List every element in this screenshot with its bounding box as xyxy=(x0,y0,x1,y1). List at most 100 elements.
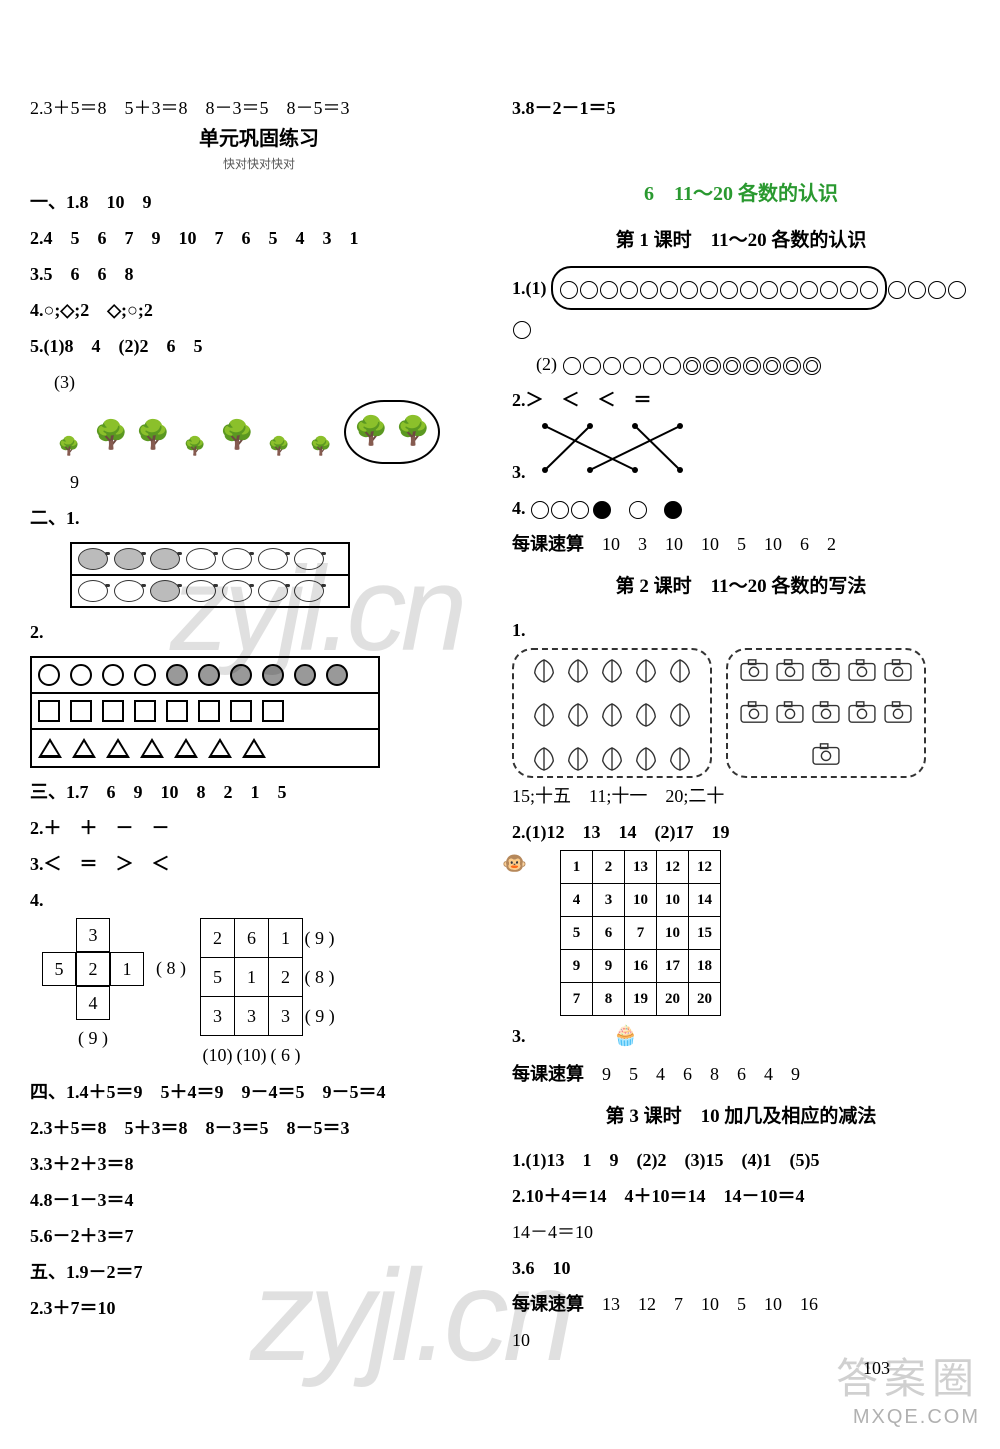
camera-icon xyxy=(847,700,877,736)
answer-text: 四、1.4＋5＝9 5＋4＝9 9－4＝5 9－5＝4 xyxy=(30,1082,386,1102)
puzzle-row: 3 5 2 1 ( 8 ) 4 ( 9 ) 261( 9 ) 512( 8 ) … xyxy=(30,918,488,1074)
triangle-icon xyxy=(38,738,62,758)
answer-text: 15;十五 11;十一 20;二十 xyxy=(512,778,970,814)
text-line: 2.10＋4＝14 4＋10＝14 14－10＝4 xyxy=(512,1178,970,1214)
grid-cell: 8 xyxy=(593,983,625,1016)
answer-text: 一、1.8 10 9 xyxy=(30,192,152,212)
cell: 3 xyxy=(269,997,303,1036)
lemon-grid xyxy=(70,542,350,608)
answer-text: 2.4 5 6 7 9 10 7 6 5 4 3 1 xyxy=(30,228,359,248)
label: 4. xyxy=(30,890,44,910)
circle-icon xyxy=(783,357,801,375)
lesson-title: 第 2 课时 11～20 各数的写法 xyxy=(512,568,970,606)
label: 1. xyxy=(512,620,526,640)
circle-icon xyxy=(840,281,858,299)
answer-text: 3.5 6 6 8 xyxy=(30,264,134,284)
pot-icon: 🌳 xyxy=(302,428,340,464)
circle-icon xyxy=(563,357,581,375)
circle-icon xyxy=(326,664,348,686)
label: 4. xyxy=(512,498,526,518)
circle-icon xyxy=(743,357,761,375)
camera-icon xyxy=(739,658,769,694)
square-icon xyxy=(134,700,156,722)
circle-icon xyxy=(198,664,220,686)
cell: 6 xyxy=(235,919,269,958)
lemon-icon xyxy=(258,580,288,602)
circle-icon xyxy=(38,664,60,686)
q4-circles: 4. xyxy=(512,490,970,526)
picture-boxes xyxy=(512,648,970,778)
cell: 1 xyxy=(269,919,303,958)
leaf-icon xyxy=(564,658,592,696)
answer-text: 3.8－2－1＝5 xyxy=(512,98,616,118)
answer-text: 1.(1)13 1 9 (2)2 (3)15 (4)1 (5)5 xyxy=(512,1150,819,1170)
label: 二、1. xyxy=(30,508,80,528)
circle-icon xyxy=(723,357,741,375)
camera-icon xyxy=(847,658,877,694)
result: ( 6 ) xyxy=(269,1036,303,1075)
left-column: 2.3＋5＝8 5＋3＝8 8－3＝5 8－5＝3 单元巩固练习 快对快对快对 … xyxy=(30,90,488,1358)
cell: 1 xyxy=(110,952,144,986)
answer-text: 2.(1)12 13 14 (2)17 19 xyxy=(512,822,729,842)
lesson-title: 第 1 课时 11～20 各数的认识 xyxy=(512,222,970,260)
lesson-title: 第 3 课时 10 加几及相应的减法 xyxy=(512,1098,970,1136)
text-line: 4.○;◇;2 ◇;○;2 xyxy=(30,292,488,328)
answer-text: 五、1.9－2＝7 xyxy=(30,1262,143,1282)
circle-icon xyxy=(513,321,531,339)
triangle-icon xyxy=(140,738,164,758)
leaf-icon xyxy=(632,658,660,696)
answer-text: 9 5 4 6 8 6 4 9 xyxy=(602,1064,800,1084)
answer-text: 2.＋ ＋ － － xyxy=(30,818,170,838)
circle-icon xyxy=(551,501,569,519)
result: ( 8 ) xyxy=(146,952,196,986)
camera-box xyxy=(726,648,926,778)
circle-icon xyxy=(560,281,578,299)
cupcake-icon: 🧁 xyxy=(530,1016,721,1056)
q1-2: (2) xyxy=(512,346,970,382)
grid-puzzle: 261( 9 ) 512( 8 ) 333( 9 ) (10)(10)( 6 ) xyxy=(200,918,390,1074)
number-grid: 121312124310101456710159916171878192020 xyxy=(560,850,721,1016)
chapter-title: 6 11～20 各数的认识 xyxy=(512,174,970,214)
shape-row-squares xyxy=(32,694,378,730)
square-icon xyxy=(262,700,284,722)
label: 每课速算 xyxy=(512,534,584,554)
unit-title: 单元巩固练习 xyxy=(30,126,488,152)
grid-cell: 12 xyxy=(657,851,689,884)
triangle-icon xyxy=(174,738,198,758)
circle-icon xyxy=(580,281,598,299)
circle-icon xyxy=(740,281,758,299)
grid-table: 261( 9 ) 512( 8 ) 333( 9 ) (10)(10)( 6 ) xyxy=(200,918,337,1074)
circle-icon xyxy=(660,281,678,299)
text-line: 3.8－2－1＝5 xyxy=(512,90,970,126)
result: (10) xyxy=(235,1036,269,1075)
speed-calc: 每课速算 10 3 10 10 5 10 6 2 xyxy=(512,526,970,562)
q3-match: 3. xyxy=(512,418,970,490)
flower-pots-row: 🌳 🌳 🌳 🌳 🌳 🌳 🌳 🌳 🌳 xyxy=(30,400,488,464)
circle-icon xyxy=(620,281,638,299)
grid-cell: 7 xyxy=(561,983,593,1016)
label: 1.(1) xyxy=(512,278,547,298)
text-line: 四、1.4＋5＝9 5＋4＝9 9－4＝5 9－5＝4 xyxy=(30,1074,488,1110)
circle-icon xyxy=(683,357,701,375)
result: ( 8 ) xyxy=(303,958,337,997)
grid-cell: 6 xyxy=(593,917,625,950)
cell: 2 xyxy=(201,919,235,958)
camera-icon xyxy=(811,742,841,778)
grid-cell: 7 xyxy=(625,917,657,950)
lemon-icon xyxy=(258,548,288,570)
grid-cell: 18 xyxy=(689,950,721,983)
grid-cell: 20 xyxy=(657,983,689,1016)
grid-cell: 1 xyxy=(561,851,593,884)
label: 3. xyxy=(512,1026,526,1046)
grid-cell: 9 xyxy=(561,950,593,983)
lemon-icon xyxy=(114,548,144,570)
q1-1: 1.(1) xyxy=(512,266,970,346)
circle-icon xyxy=(643,357,661,375)
lemon-icon xyxy=(294,580,324,602)
label: 1. xyxy=(512,612,970,648)
filled-circle-icon xyxy=(593,501,611,519)
grid-cell: 19 xyxy=(625,983,657,1016)
answer-text: 9 xyxy=(30,464,488,500)
label: 4. xyxy=(30,882,488,918)
answer-text: 13 12 7 10 5 10 16 xyxy=(602,1294,818,1314)
